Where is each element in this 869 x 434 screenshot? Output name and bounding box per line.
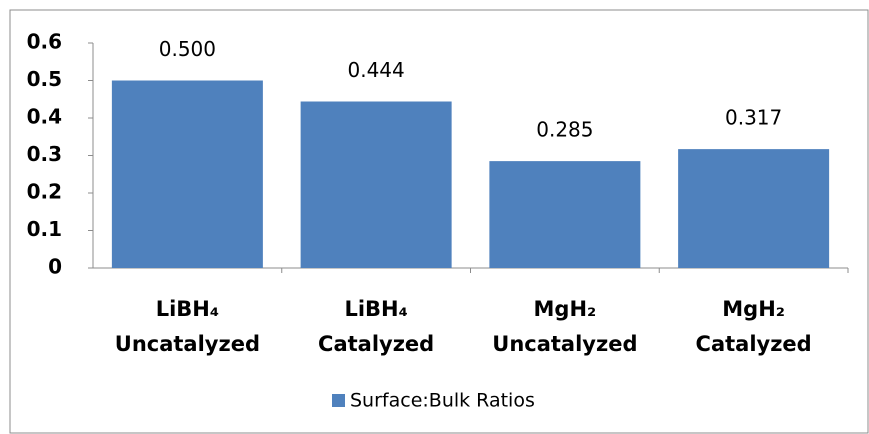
x-tick-label: Catalyzed [318,332,434,356]
y-tick-label: 0.3 [27,142,62,166]
value-label: 0.500 [159,37,216,61]
legend-swatch [332,394,345,407]
x-tick-label: LiBH₄ [344,297,407,321]
bar [489,161,641,268]
bar [111,80,263,268]
y-tick-label: 0.5 [27,67,62,91]
y-tick-label: 0.1 [27,217,62,241]
y-tick-label: 0 [48,255,62,279]
bar [300,101,452,268]
x-tick-label: MgH₂ [722,297,785,321]
x-tick-label: Uncatalyzed [115,332,260,356]
bar [678,149,830,268]
x-tick-label: MgH₂ [534,297,597,321]
value-label: 0.444 [347,58,404,82]
x-tick-label: Uncatalyzed [492,332,637,356]
value-label: 0.317 [725,106,782,130]
x-tick-label: Catalyzed [696,332,812,356]
x-tick-label: LiBH₄ [156,297,219,321]
value-label: 0.285 [536,118,593,142]
y-tick-label: 0.2 [27,180,62,204]
y-tick-label: 0.4 [27,105,62,129]
y-tick-label: 0.6 [27,30,62,54]
legend-label: Surface:Bulk Ratios [350,390,535,412]
